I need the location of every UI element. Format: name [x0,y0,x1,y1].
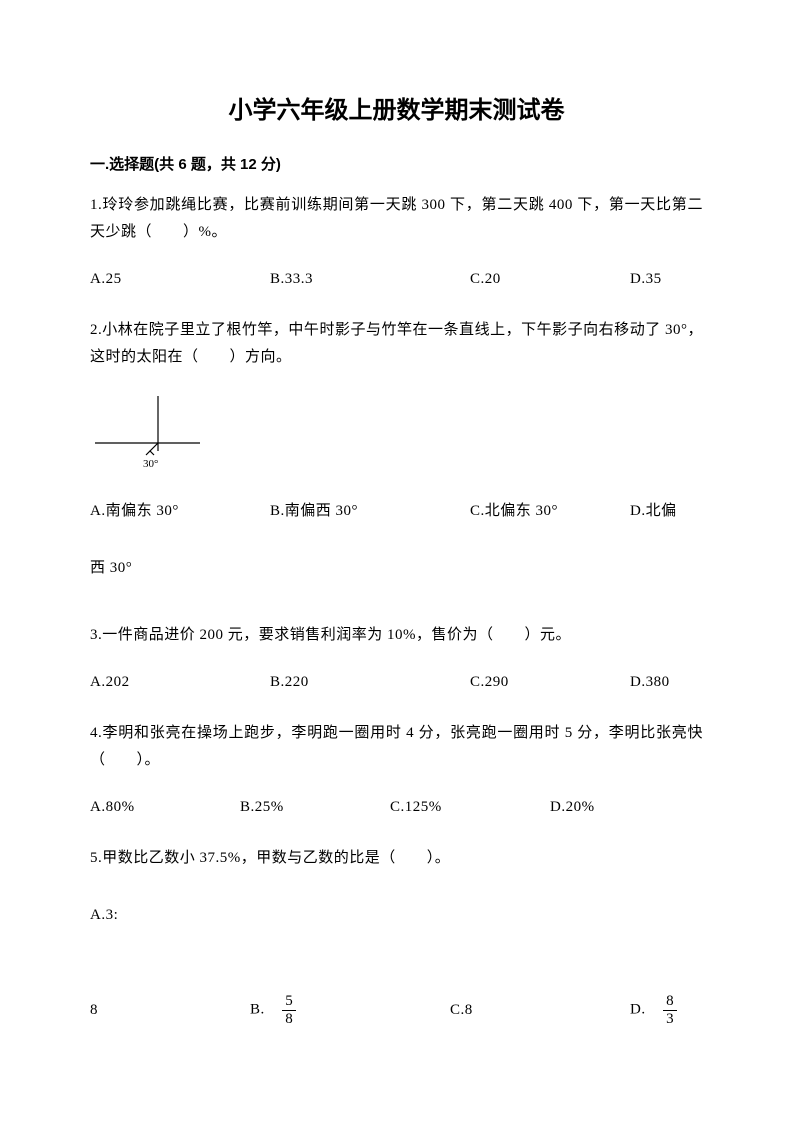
question-5-option-a: A.3: [90,902,703,929]
numerator: 5 [282,993,296,1011]
question-5-options-line2: 8 B. 58 C.8 D. 83 [90,993,703,1027]
q5-option-c: C.8 [450,997,630,1024]
section-header: 一.选择题(共 6 题，共 12 分) [90,153,703,174]
q4-option-b: B.25% [240,794,390,821]
question-5-text: 5.甲数比乙数小 37.5%，甲数与乙数的比是（ ）。 [90,845,703,872]
q4-option-d: D.20% [550,794,595,821]
question-2-options: A.南偏东 30° B.南偏西 30° C.北偏东 30° D.北偏 [90,498,703,525]
q4-option-c: C.125% [390,794,550,821]
q2-option-d: D.北偏 [630,498,677,525]
question-3-text: 3.一件商品进价 200 元，要求销售利润率为 10%，售价为（ ）元。 [90,622,703,649]
denominator: 3 [663,1011,677,1028]
denominator: 8 [282,1011,296,1028]
q1-option-d: D.35 [630,266,662,293]
q2-option-b: B.南偏西 30° [270,498,470,525]
question-4-options: A.80% B.25% C.125% D.20% [90,794,703,821]
svg-text:30°: 30° [143,458,158,470]
exam-title: 小学六年级上册数学期末测试卷 [90,90,703,125]
q4-option-a: A.80% [90,794,240,821]
q3-option-d: D.380 [630,669,670,696]
q3-option-c: C.290 [470,669,630,696]
q3-option-a: A.202 [90,669,270,696]
q2-option-a: A.南偏东 30° [90,498,270,525]
q2-option-c: C.北偏东 30° [470,498,630,525]
q5-option-a-cont: 8 [90,997,250,1024]
q5-d-prefix: D. [630,1001,661,1017]
question-4-text: 4.李明和张亮在操场上跑步，李明跑一圈用时 4 分，张亮跑一圈用时 5 分，李明… [90,720,703,774]
q1-option-a: A.25 [90,266,270,293]
question-1-options: A.25 B.33.3 C.20 D.35 [90,266,703,293]
question-3-options: A.202 B.220 C.290 D.380 [90,669,703,696]
q5-option-a: A.3: [90,902,118,929]
question-2-text: 2.小林在院子里立了根竹竿，中午时影子与竹竿在一条直线上，下午影子向右移动了 3… [90,317,703,371]
numerator: 8 [663,993,677,1011]
q5-option-d: D. 83 [630,993,679,1027]
q1-option-c: C.20 [470,266,630,293]
compass-diagram: 30° [90,391,210,471]
q2-option-d-continuation: 西 30° [90,555,703,582]
question-1-text: 1.玲玲参加跳绳比赛，比赛前训练期间第一天跳 300 下，第二天跳 400 下，… [90,192,703,246]
q3-option-b: B.220 [270,669,470,696]
q5-b-prefix: B. [250,1001,280,1017]
question-2-diagram: 30° [90,391,703,476]
q5-option-b: B. 58 [250,993,450,1027]
fraction-5-8: 58 [282,993,296,1027]
fraction-8-3: 83 [663,993,677,1027]
q1-option-b: B.33.3 [270,266,470,293]
